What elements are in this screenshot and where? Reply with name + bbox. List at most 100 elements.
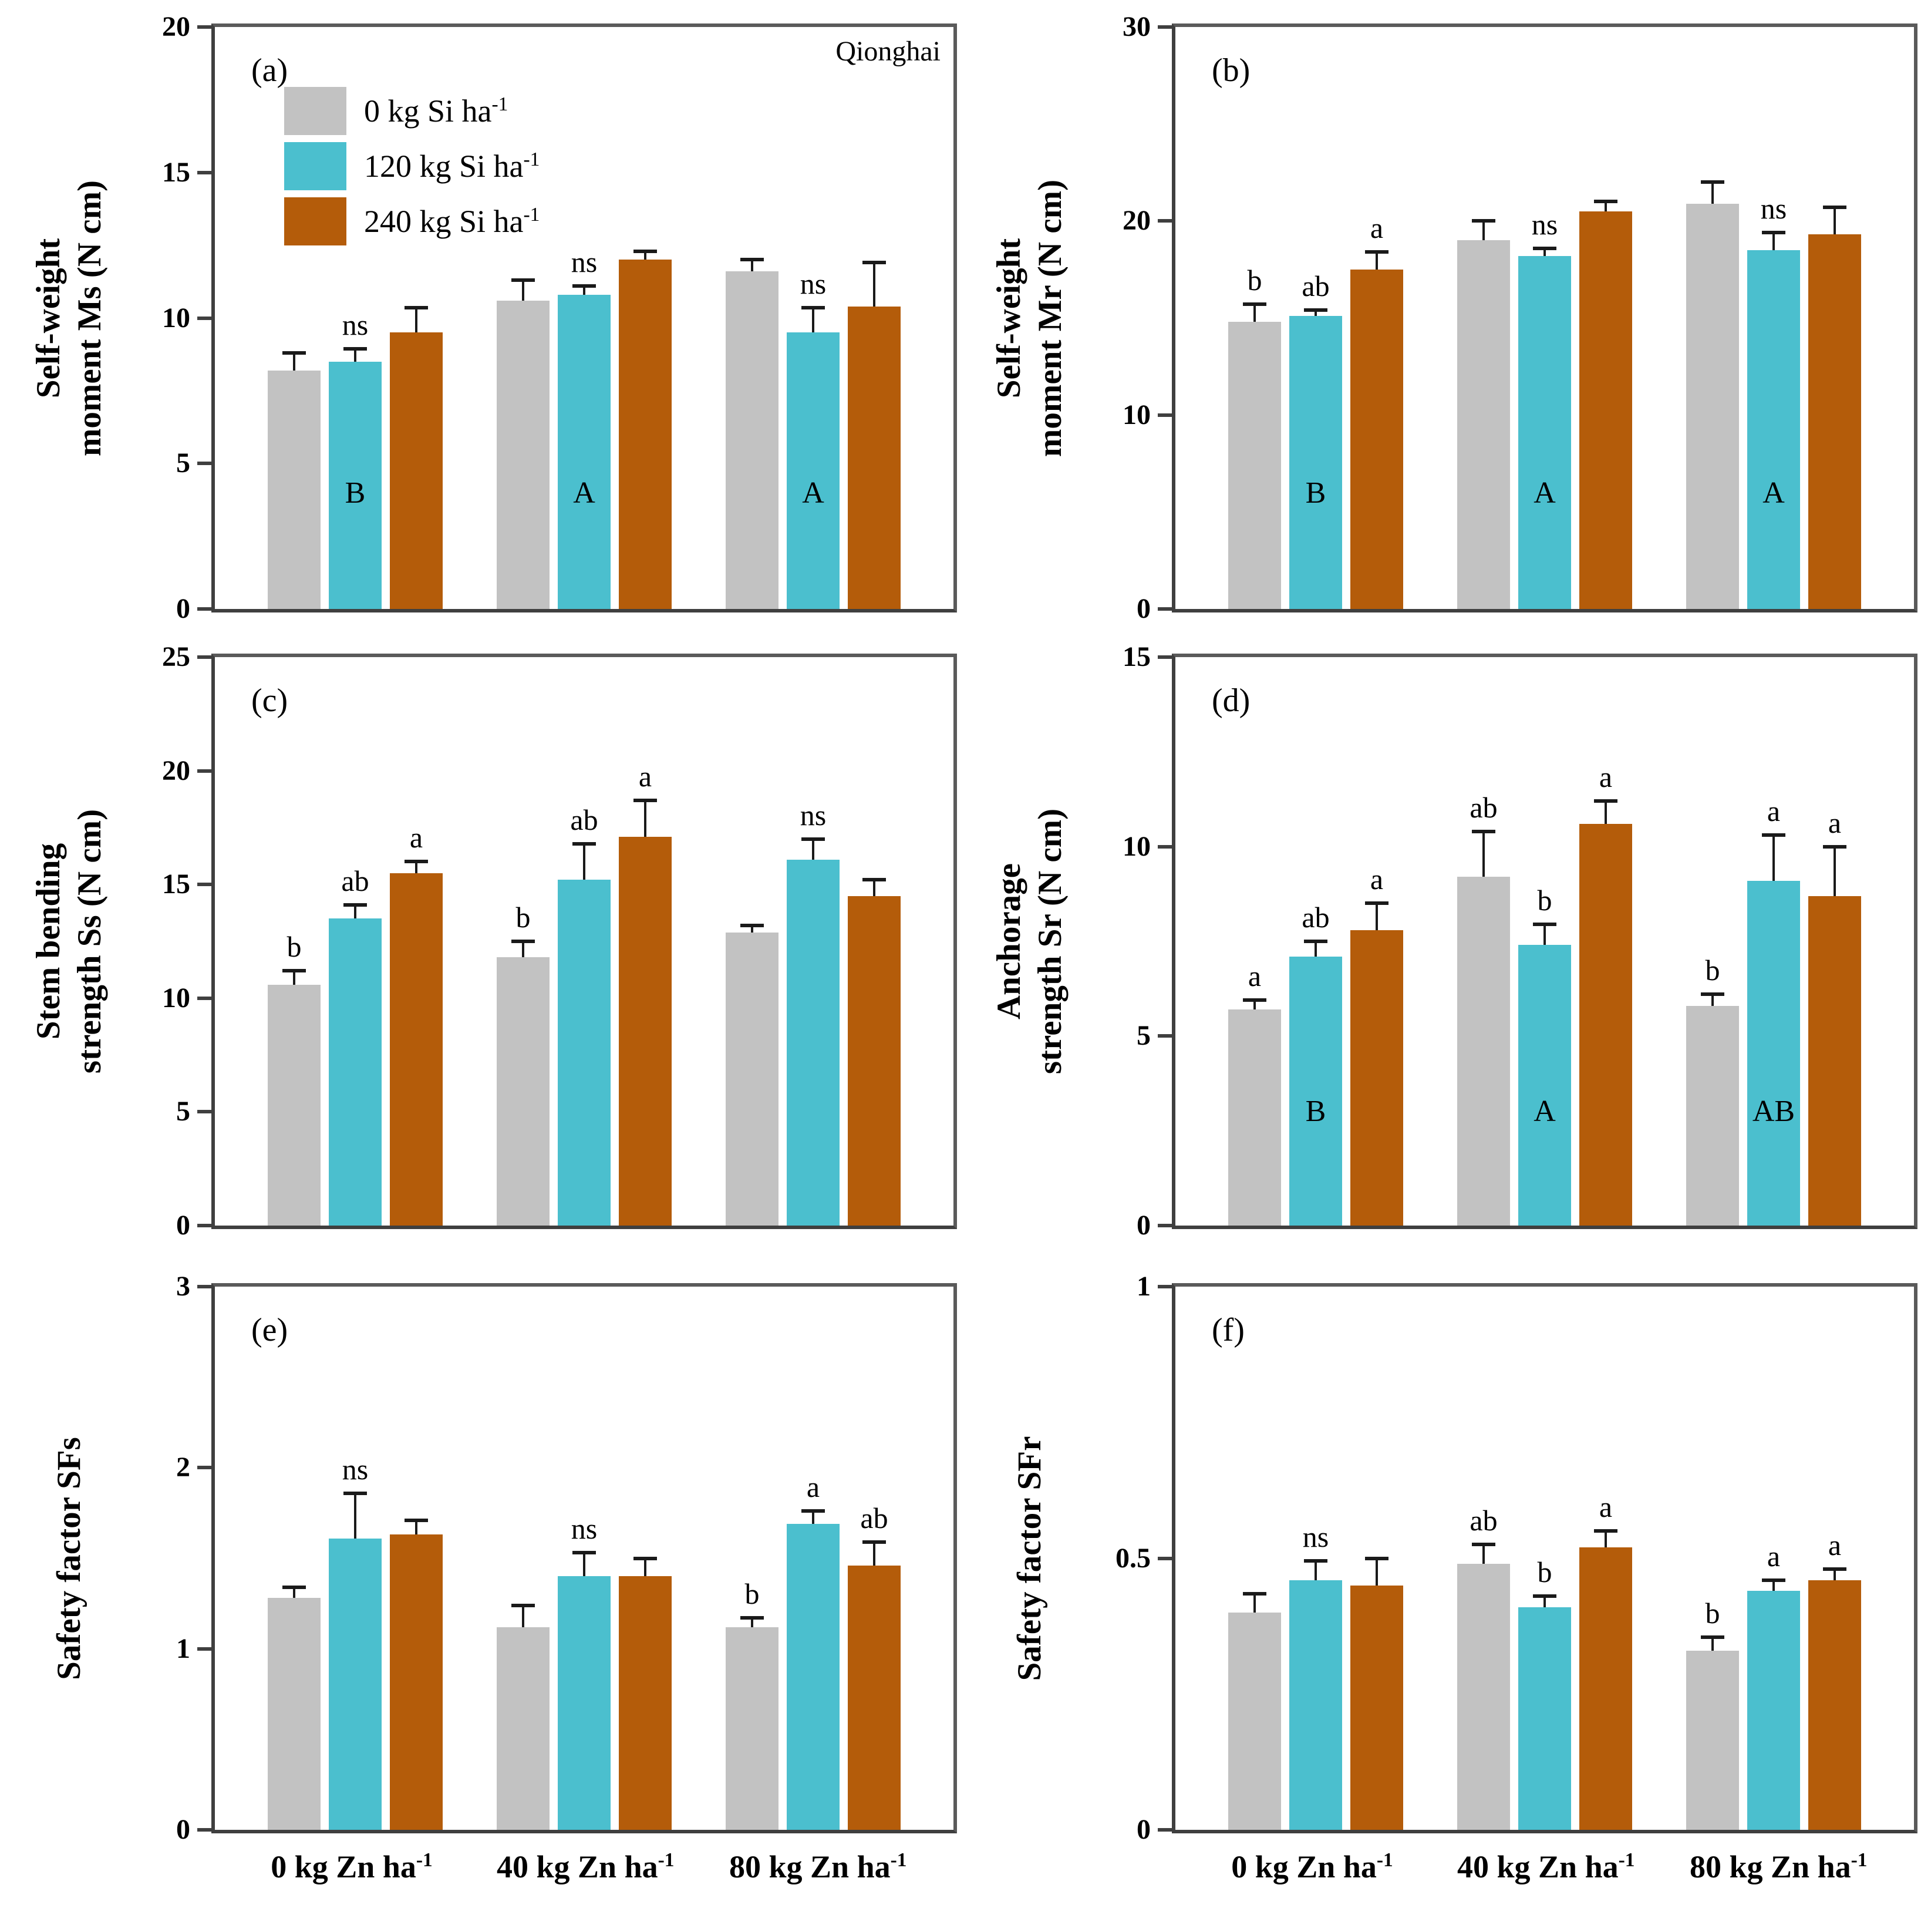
error-bar [751,1618,753,1627]
bar-c-series0-group0 [268,984,321,1226]
y-tick-label: 15 [162,869,190,900]
error-bar [1772,835,1775,881]
y-axis-title: Self-weight moment Ms (N cm) [30,180,108,456]
error-bar [1376,252,1378,270]
y-tick-mark [197,316,213,320]
error-bar-cap [511,1603,535,1607]
bar-slot [848,657,901,1226]
bar-slot: b [726,1287,778,1830]
error-bar-cap [405,1518,428,1522]
bar-f-series2-group0 [1350,1585,1403,1830]
bar-f-series1-group2 [1747,1591,1800,1830]
bar-c-series1-group1 [558,880,611,1226]
bar-a-series0-group2 [726,271,778,609]
significance-letter: b [1705,954,1720,987]
error-bar-cap [1304,308,1327,312]
y-tick-mark [197,996,213,1000]
error-bar-cap [1304,1559,1327,1563]
bar-f-series0-group0 [1228,1613,1281,1830]
bar-group: ns A [1457,27,1632,609]
bar-b-series1-group0 [1289,316,1342,609]
y-tick-label: 30 [1123,11,1151,42]
error-bar [1605,1531,1607,1547]
bar-slot [268,27,321,609]
y-tick-label: 0 [176,1210,190,1241]
bar-d-series0-group1 [1457,877,1510,1226]
error-bar [1543,1596,1546,1607]
error-bar-cap [572,284,596,288]
significance-letter: ns [800,798,827,832]
y-tick-mark [1158,25,1173,29]
bar-slot: b [497,657,550,1226]
y-tick-mark [197,462,213,466]
panel-b: Self-weight moment Mr (N cm) 0 10 20 30 (b) b ab… [960,0,1921,624]
error-bar-cap [740,1616,764,1620]
bar-slot [848,27,901,609]
x-category-label: 0 kg Zn ha-1 [1231,1849,1393,1884]
error-bar-cap [740,258,764,262]
y-tick-mark [1158,1556,1173,1560]
bar-e-series2-group1 [619,1576,672,1830]
error-bar-cap [343,1491,367,1495]
y-tick-label: 15 [1123,641,1151,672]
error-bar [1834,1569,1836,1580]
bar-a-series2-group1 [619,260,672,609]
bar-slot: a [1808,1287,1861,1830]
y-tick-label: 10 [1123,830,1151,862]
bar-a-series0-group1 [497,300,550,609]
significance-letter: a [1767,1539,1781,1573]
bar-group: ns B [268,27,443,609]
zn-group-letter: AB [1752,1095,1795,1129]
y-tick-label: 20 [1123,205,1151,237]
significance-letter: ab [1302,270,1330,303]
error-bar-cap [1365,1556,1388,1560]
panel-label: (f) [1212,1312,1245,1348]
bar-slot: a [1808,657,1861,1226]
error-bar [415,1520,417,1535]
legend-swatch [284,142,346,190]
figure-row-1: Self-weight moment Ms (N cm) 0 5 10 15 20 (a) Qi… [0,0,1921,624]
error-bar-cap [862,1540,886,1544]
error-bar [415,861,417,873]
bar-group: ns A [1686,27,1861,609]
x-category-label: 40 kg Zn ha-1 [497,1849,675,1884]
bar-slot: a [1747,1287,1800,1830]
significance-letter: b [744,1577,760,1611]
y-tick-label: 3 [176,1271,190,1302]
bar-b-series1-group2 [1747,250,1800,609]
y-tick-mark [197,1647,213,1651]
y-tick-mark [197,25,213,29]
error-bar-cap [1365,901,1388,906]
x-axis-labels: 0 kg Zn ha-1 40 kg Zn ha-1 80 kg Zn ha-1 [264,1833,906,1885]
panel-label: (b) [1212,52,1251,89]
y-tick-label: 25 [162,641,190,672]
error-bar [873,1541,875,1566]
bar-slot [1579,27,1632,609]
error-bar [1482,221,1485,241]
bar-group: ab b a [1457,1287,1632,1830]
x-axis-labels: 0 kg Zn ha-1 40 kg Zn ha-1 80 kg Zn ha-1 [1225,1833,1867,1885]
error-bar-cap [511,278,535,282]
y-tick-label: 0 [1137,593,1151,624]
error-bar-cap [1823,206,1846,210]
error-bar-cap [1701,1635,1724,1639]
significance-letter: ns [571,1512,598,1546]
legend-label: 120 kg Si ha-1 [364,149,540,184]
error-bar [1253,1593,1256,1613]
error-bar [1711,182,1714,204]
panel-label: (a) [251,52,288,89]
bar-slot: a [619,657,672,1226]
bar-slot: ns A [1518,27,1571,609]
error-bar-cap [1243,302,1266,307]
significance-letter: a [1248,960,1262,993]
bar-slot: ab [329,657,382,1226]
bar-slot [497,27,550,609]
legend-item: 240 kg Si ha-1 [284,197,540,245]
error-bar-cap [343,903,367,907]
figure-row-2: Stem bending strength Ss (N cm) 0 5 10 15 20 25… [0,612,1921,1241]
error-bar-cap [1304,940,1327,943]
significance-letter: ns [1760,192,1787,225]
y-tick-label: 0.5 [1115,1542,1151,1574]
panel-label: (e) [251,1312,288,1348]
y-tick-mark [1158,413,1173,417]
